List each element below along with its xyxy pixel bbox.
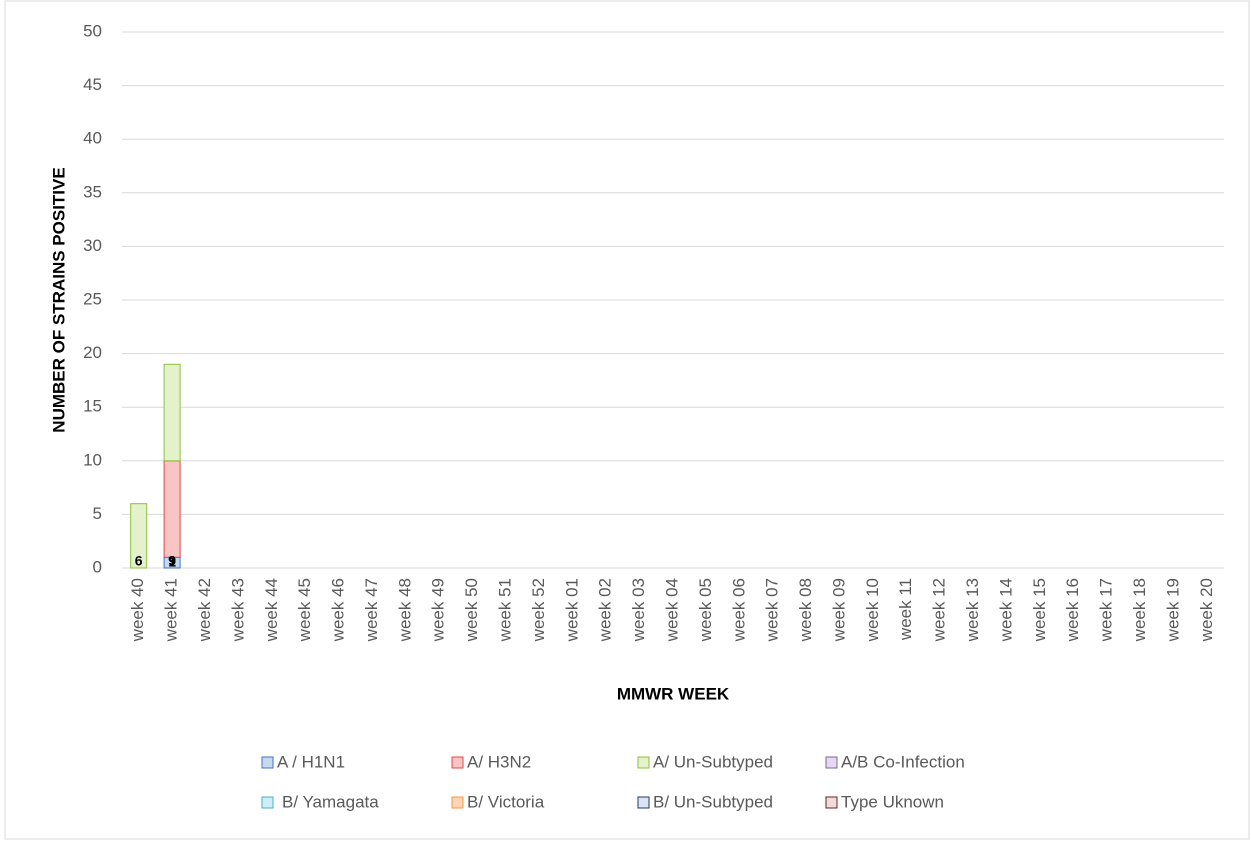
- y-tick-label: 25: [83, 289, 102, 308]
- y-tick-label: 30: [83, 236, 102, 255]
- x-tick-label: week 52: [529, 578, 548, 642]
- x-tick-label: week 05: [696, 578, 715, 642]
- x-tick-label: week 46: [329, 578, 348, 642]
- x-tick-label: week 13: [963, 578, 982, 642]
- legend-swatch: [637, 756, 650, 769]
- legend-label: A/B Co-Infection: [841, 752, 965, 771]
- x-tick-label: week 07: [763, 578, 782, 642]
- x-tick-label: week 42: [195, 578, 214, 642]
- y-tick-label: 0: [93, 557, 102, 576]
- data-label: 9: [168, 553, 176, 569]
- x-tick-label: week 40: [128, 578, 147, 642]
- data-label: 6: [135, 553, 143, 569]
- x-tick-label: week 17: [1097, 578, 1116, 642]
- x-axis-title: MMWR WEEK: [617, 684, 730, 703]
- y-tick-label: 5: [93, 504, 102, 523]
- x-tick-label: week 43: [228, 578, 247, 642]
- x-tick-label: week 50: [462, 578, 481, 642]
- x-tick-label: week 12: [930, 578, 949, 642]
- y-tick-label: 50: [83, 21, 102, 40]
- x-tick-label: week 11: [896, 578, 915, 641]
- legend-label: Type Uknown: [841, 792, 944, 811]
- x-tick-label: week 14: [996, 578, 1015, 642]
- y-tick-label: 10: [83, 450, 102, 469]
- legend-swatch: [825, 796, 838, 809]
- y-tick-label: 45: [83, 75, 102, 94]
- x-tick-label: week 51: [496, 578, 515, 642]
- legend-label: A/ Un-Subtyped: [653, 752, 773, 771]
- x-tick-label: week 09: [829, 578, 848, 642]
- bar-segment: [130, 503, 148, 569]
- y-tick-label: 40: [83, 129, 102, 148]
- x-tick-label: week 10: [863, 578, 882, 642]
- data-label: 9: [168, 553, 176, 569]
- x-tick-label: week 49: [429, 578, 448, 642]
- bar-segment: [163, 363, 181, 462]
- data-label: 1: [168, 553, 176, 569]
- legend-swatch: [261, 756, 274, 769]
- legend-label: A/ H3N2: [467, 752, 531, 771]
- x-tick-label: week 19: [1163, 578, 1182, 642]
- legend-label: B/ Yamagata: [282, 792, 379, 811]
- x-tick-label: week 16: [1063, 578, 1082, 642]
- legend-swatch: [451, 756, 464, 769]
- legend-label: B/ Un-Subtyped: [653, 792, 773, 811]
- y-axis-title: NUMBER OF STRAINS POSITIVE: [49, 167, 68, 432]
- bar-segment: [163, 460, 181, 558]
- x-tick-label: week 01: [562, 578, 581, 642]
- x-tick-label: week 45: [295, 578, 314, 642]
- x-tick-label: week 20: [1197, 578, 1216, 642]
- x-tick-label: week 44: [262, 578, 281, 642]
- x-tick-label: week 04: [662, 578, 681, 642]
- legend-swatch: [451, 796, 464, 809]
- x-tick-label: week 06: [729, 578, 748, 642]
- x-tick-label: week 47: [362, 578, 381, 642]
- legend-swatch: [825, 756, 838, 769]
- legend-label: A / H1N1: [277, 752, 345, 771]
- chart-frame: [4, 0, 1250, 840]
- y-tick-label: 20: [83, 343, 102, 362]
- y-tick-label: 35: [83, 182, 102, 201]
- x-tick-label: week 02: [596, 578, 615, 642]
- legend-label: B/ Victoria: [467, 792, 545, 811]
- legend-swatch: [637, 796, 650, 809]
- x-tick-label: week 03: [629, 578, 648, 642]
- x-tick-label: week 18: [1130, 578, 1149, 642]
- x-tick-label: week 48: [395, 578, 414, 642]
- y-tick-label: 15: [83, 397, 102, 416]
- x-tick-label: week 15: [1030, 578, 1049, 642]
- legend-swatch: [261, 796, 274, 809]
- x-tick-label: week 08: [796, 578, 815, 642]
- x-tick-label: week 41: [162, 578, 181, 642]
